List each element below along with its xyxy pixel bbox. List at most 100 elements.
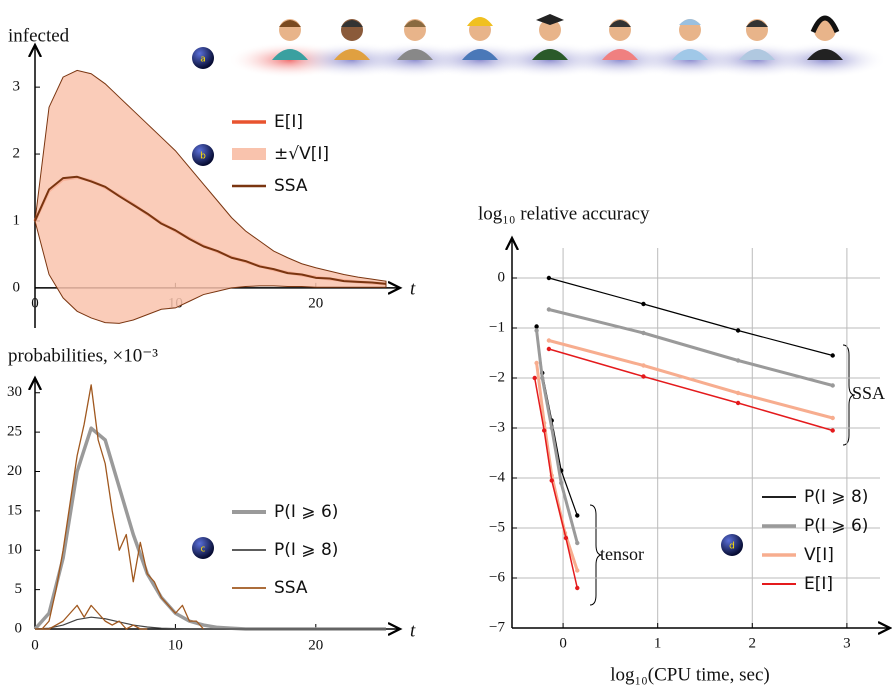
y-tick-label: −5 — [489, 519, 505, 535]
data-point — [641, 374, 646, 379]
data-point — [534, 324, 539, 329]
y-tick-label: 1 — [13, 212, 21, 228]
data-point — [830, 415, 835, 421]
y-tick-label: 20 — [7, 463, 22, 479]
legend-label: P(I ⩾ 8) — [804, 487, 868, 507]
y-tick-label: −3 — [489, 419, 505, 435]
x-tick-label: 20 — [308, 637, 323, 653]
y-tick-label: −6 — [489, 569, 505, 585]
y-tick-label: −4 — [489, 469, 505, 485]
data-point — [735, 328, 741, 333]
series-line — [536, 277, 833, 516]
annotation: tensor — [600, 544, 644, 564]
panel-badge: a — [192, 47, 214, 69]
panel-label: b — [200, 152, 206, 162]
series-line — [535, 308, 834, 544]
person-icon — [807, 15, 843, 60]
y-axis-label: probabilities, ×10⁻³ — [8, 345, 158, 366]
data-point — [546, 338, 552, 343]
data-point — [532, 375, 537, 381]
y-axis-label: log₁₀ relative accuracy — [478, 203, 650, 224]
series-line — [34, 616, 386, 630]
data-point — [540, 375, 545, 381]
y-tick-label: −1 — [489, 319, 505, 335]
x-axis-label: t — [410, 278, 416, 299]
y-axis-label: infected — [8, 25, 70, 46]
y-tick-label: −7 — [489, 619, 505, 635]
series-line — [35, 384, 204, 630]
brace — [589, 504, 603, 606]
legend-label: SSA — [274, 578, 308, 598]
panel-label: d — [729, 542, 735, 552]
person-icon — [334, 19, 370, 60]
data-point — [735, 390, 741, 396]
data-point — [641, 330, 646, 336]
y-tick-label: 3 — [13, 79, 21, 95]
y-tick-label: 0 — [13, 279, 21, 295]
x-tick-label: 0 — [559, 635, 567, 651]
y-tick-label: 2 — [13, 145, 21, 161]
series-line — [34, 175, 387, 285]
y-tick-label: 15 — [7, 502, 22, 518]
person-icon — [397, 19, 433, 60]
panel-badge — [192, 144, 214, 166]
data-point — [575, 540, 580, 546]
x-tick-label: 3 — [843, 635, 851, 651]
data-point — [830, 428, 835, 433]
x-axis-label: t — [410, 620, 416, 641]
person-icon — [739, 19, 775, 60]
x-tick-label: 2 — [749, 635, 757, 651]
data-point — [563, 535, 569, 541]
series-line — [33, 426, 386, 631]
band — [34, 69, 387, 324]
person-icon — [602, 19, 638, 60]
data-point — [546, 307, 552, 312]
y-tick-label: 0 — [498, 269, 506, 285]
data-point — [735, 358, 741, 363]
data-point — [534, 360, 539, 366]
data-point — [575, 513, 580, 518]
x-tick-label: 1 — [654, 635, 662, 651]
y-tick-label: 5 — [15, 581, 23, 597]
x-tick-label: 0 — [31, 637, 39, 653]
panel-badge — [721, 534, 743, 556]
panel-label: a — [200, 55, 206, 65]
data-point — [546, 275, 552, 281]
data-point — [546, 346, 552, 352]
person-icon — [462, 17, 498, 60]
panel-badge — [192, 537, 214, 559]
data-point — [541, 428, 547, 433]
population-strip — [228, 14, 887, 78]
x-tick-label: 0 — [31, 295, 39, 311]
data-point — [735, 400, 741, 406]
legend-label: ±√V[I] — [274, 144, 329, 164]
series-line — [533, 348, 833, 589]
person-icon — [672, 19, 708, 60]
data-point — [549, 425, 554, 431]
data-point — [641, 363, 646, 368]
data-point — [830, 353, 835, 358]
legend-label: P(I ⩾ 6) — [804, 516, 868, 536]
y-tick-label: 10 — [7, 542, 22, 558]
y-tick-label: 30 — [7, 384, 22, 400]
data-point — [534, 328, 539, 333]
y-tick-label: −2 — [489, 369, 505, 385]
x-tick-label: 10 — [168, 637, 183, 653]
data-point — [575, 568, 580, 573]
legend-label: V[I] — [804, 545, 834, 565]
data-point — [575, 585, 580, 591]
legend-label: E[I] — [274, 112, 303, 132]
x-axis-label: log₁₀(CPU time, sec) — [610, 664, 769, 685]
panel-label: c — [201, 545, 206, 555]
data-point — [558, 480, 564, 486]
legend-label: SSA — [274, 176, 308, 196]
x-tick-label: 20 — [308, 295, 323, 311]
data-point — [641, 301, 646, 307]
legend-label: P(I ⩾ 6) — [274, 502, 338, 522]
data-point — [830, 383, 835, 388]
annotation: SSA — [852, 383, 885, 403]
person-icon — [272, 19, 308, 60]
y-tick-label: 25 — [7, 424, 22, 440]
